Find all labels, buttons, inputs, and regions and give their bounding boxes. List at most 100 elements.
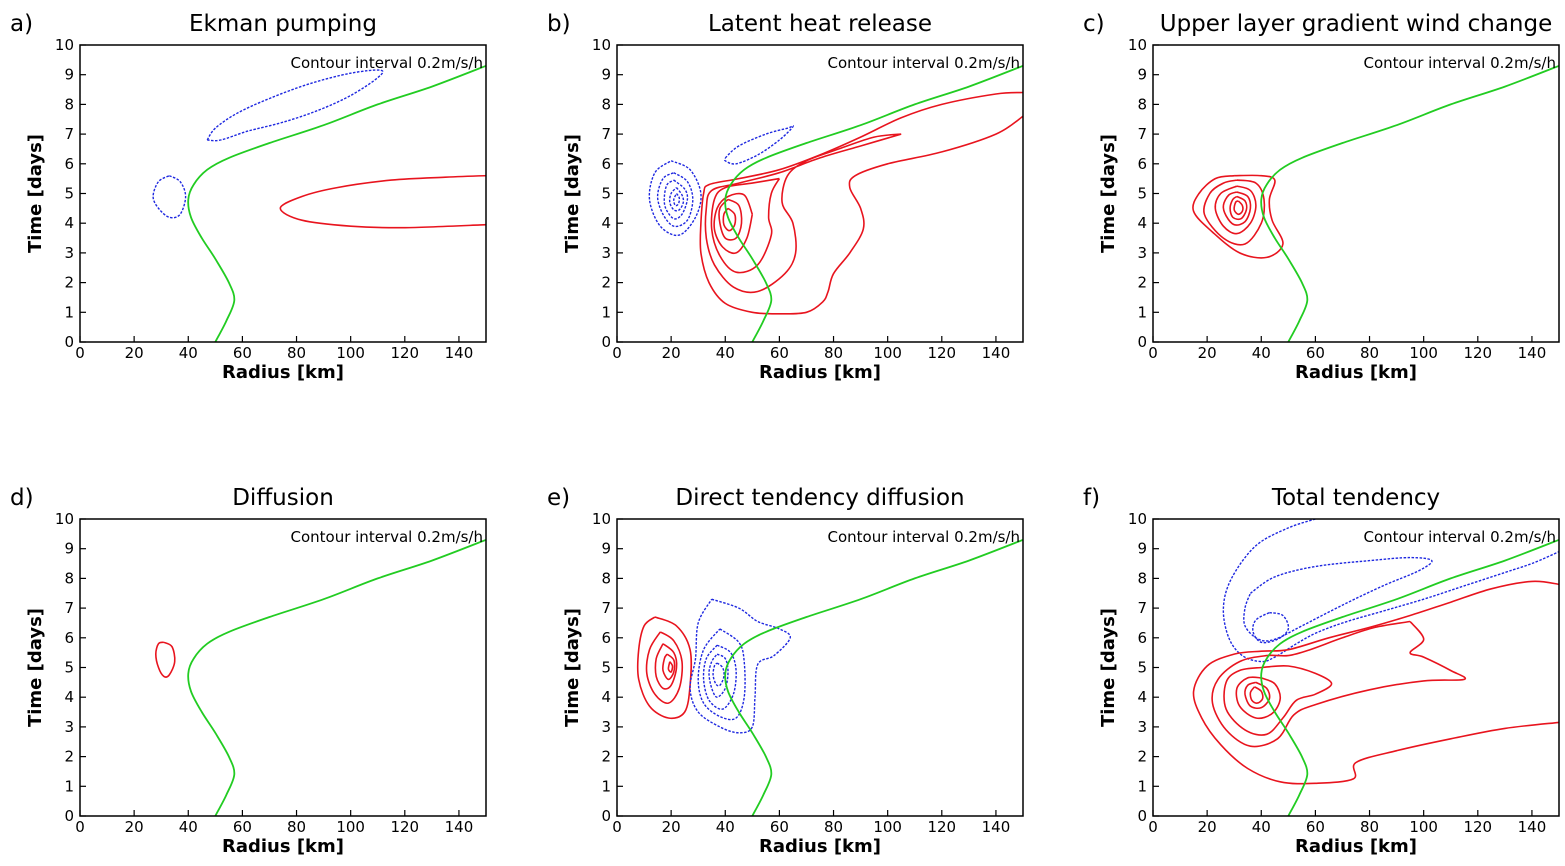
panel-title: Latent heat release: [708, 11, 932, 37]
x-axis-label: Radius [km]: [759, 836, 881, 857]
y-axis-label: Time [days]: [25, 134, 46, 253]
positive-contour: [704, 133, 902, 294]
panel-b: b) Latent heat release Contour interval 0.…: [547, 11, 1024, 383]
x-axis-label: Radius [km]: [1295, 362, 1417, 383]
x-axis-label: Radius [km]: [759, 362, 881, 383]
y-tick-label: 1: [1137, 303, 1147, 321]
y-tick-label: 2: [64, 748, 74, 766]
positive-contour: [1211, 620, 1467, 748]
contour-interval-note: Contour interval 0.2m/s/h: [1363, 54, 1556, 72]
y-tick-label: 6: [64, 629, 74, 647]
positive-contour: [154, 641, 176, 678]
positive-contour: [667, 661, 674, 673]
x-tick-label: 120: [390, 818, 419, 836]
x-tick-label: 120: [1463, 818, 1492, 836]
y-axis-label: Time [days]: [562, 608, 583, 727]
y-tick-label: 8: [1137, 569, 1147, 587]
positive-contour: [279, 174, 486, 229]
x-tick-label: 20: [1198, 818, 1217, 836]
y-tick-label: 4: [64, 688, 74, 706]
y-tick-label: 6: [601, 629, 611, 647]
x-tick-label: 20: [125, 818, 144, 836]
plot-area: [636, 538, 1023, 816]
y-tick-label: 7: [601, 599, 611, 617]
x-tick-label: 80: [287, 344, 306, 362]
x-tick-label: 40: [1252, 818, 1271, 836]
x-tick-label: 60: [233, 344, 252, 362]
positive-contour: [645, 631, 684, 705]
y-tick-label: 4: [1137, 688, 1147, 706]
panel-letter: d): [10, 485, 34, 511]
negative-contour: [656, 172, 694, 228]
negative-contour: [152, 175, 187, 219]
contour-interval-note: Contour interval 0.2m/s/h: [827, 54, 1020, 72]
x-tick-label: 20: [1198, 344, 1217, 362]
plot-area: [648, 64, 1023, 342]
panel-c: c) Upper layer gradient wind change Contou…: [1083, 11, 1560, 383]
y-tick-label: 5: [601, 659, 611, 677]
y-tick-label: 3: [601, 718, 611, 736]
y-tick-label: 8: [64, 95, 74, 113]
positive-contour: [722, 207, 737, 232]
x-tick-label: 40: [716, 818, 735, 836]
x-tick-label: 120: [927, 818, 956, 836]
positive-contour: [1203, 179, 1266, 246]
x-tick-label: 100: [873, 818, 902, 836]
y-tick-label: 4: [64, 214, 74, 232]
x-tick-label: 80: [1360, 818, 1379, 836]
x-tick-label: 40: [1252, 344, 1271, 362]
x-tick-label: 40: [716, 344, 735, 362]
y-tick-label: 3: [1137, 244, 1147, 262]
x-tick-label: 140: [445, 344, 474, 362]
x-axis-label: Radius [km]: [1295, 836, 1417, 857]
panel-title: Upper layer gradient wind change: [1160, 11, 1553, 37]
y-tick-label: 1: [64, 303, 74, 321]
negative-contour: [1252, 611, 1290, 644]
positive-contour: [1192, 580, 1559, 785]
plot-area: [152, 64, 486, 342]
y-tick-label: 9: [64, 66, 74, 84]
x-axis-label: Radius [km]: [222, 836, 344, 857]
y-tick-label: 7: [64, 599, 74, 617]
y-tick-label: 2: [1137, 274, 1147, 292]
y-axis-label: Time [days]: [25, 608, 46, 727]
negative-contour: [697, 628, 746, 721]
panel-a: a) Ekman pumping Contour interval 0.2m/s/h…: [10, 11, 487, 383]
negative-contour: [648, 160, 702, 237]
x-tick-label: 60: [233, 818, 252, 836]
x-tick-label: 120: [1463, 344, 1492, 362]
y-tick-label: 9: [1137, 540, 1147, 558]
positive-contour: [654, 643, 678, 690]
contour-interval-note: Contour interval 0.2m/s/h: [290, 528, 483, 546]
y-tick-label: 5: [601, 185, 611, 203]
x-tick-label: 60: [1306, 818, 1325, 836]
y-tick-label: 6: [1137, 629, 1147, 647]
x-tick-label: 0: [1148, 344, 1158, 362]
positive-contour: [718, 198, 743, 241]
x-tick-label: 20: [662, 344, 681, 362]
positive-contour: [1249, 686, 1264, 704]
x-tick-label: 0: [1148, 818, 1158, 836]
y-tick-label: 3: [601, 244, 611, 262]
rmw-track-line: [187, 64, 486, 342]
y-tick-label: 4: [601, 214, 611, 232]
negative-contour: [723, 125, 794, 165]
panel-letter: c): [1083, 11, 1105, 37]
y-tick-label: 8: [601, 95, 611, 113]
x-tick-label: 40: [179, 344, 198, 362]
y-tick-label: 5: [64, 659, 74, 677]
y-tick-label: 8: [1137, 95, 1147, 113]
positive-contour: [1222, 191, 1252, 226]
y-tick-label: 2: [601, 274, 611, 292]
y-tick-label: 1: [601, 303, 611, 321]
y-axis-label: Time [days]: [1098, 134, 1119, 253]
y-tick-label: 6: [601, 155, 611, 173]
y-tick-label: 2: [64, 274, 74, 292]
plot-area: [154, 538, 486, 816]
rmw-track-line: [724, 538, 1023, 816]
x-tick-label: 60: [770, 818, 789, 836]
y-tick-label: 10: [55, 510, 74, 528]
y-tick-label: 7: [1137, 599, 1147, 617]
y-tick-label: 3: [64, 244, 74, 262]
